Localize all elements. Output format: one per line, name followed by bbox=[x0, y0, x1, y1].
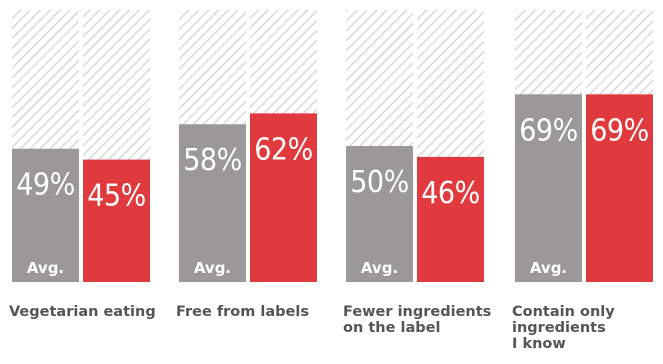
category-label-line: Contain only bbox=[512, 304, 615, 320]
bar-group: 50% 46% Avg. bbox=[346, 10, 484, 282]
category-label: Free from labels bbox=[176, 304, 309, 320]
category-label-line: Fewer ingredients bbox=[343, 304, 491, 320]
bar-avg bbox=[179, 124, 246, 283]
value-label-highlight: 46% bbox=[421, 176, 480, 211]
value-label-avg: 50% bbox=[350, 165, 409, 200]
value-label-highlight: 69% bbox=[590, 113, 649, 148]
bar-avg bbox=[515, 94, 582, 282]
value-label-highlight: 45% bbox=[87, 179, 146, 214]
bars-layer: 49% 45% Avg. 58% 62% Avg. 50% 46% Avg. 69% 69% Avg. bbox=[12, 10, 653, 283]
value-label-avg: 69% bbox=[519, 113, 578, 148]
value-label-avg: 49% bbox=[16, 168, 75, 203]
avg-label: Avg. bbox=[530, 259, 567, 277]
bar-avg bbox=[12, 148, 79, 282]
category-label-line: ingredients bbox=[512, 320, 606, 336]
category-label-line: Vegetarian eating bbox=[9, 304, 156, 320]
category-label: Fewer ingredients on the label bbox=[343, 304, 491, 336]
category-label-line: Free from labels bbox=[176, 304, 309, 320]
category-label: Contain only ingredients I know bbox=[512, 304, 615, 352]
category-label-line: I know bbox=[512, 336, 566, 352]
category-label: Vegetarian eating bbox=[9, 304, 156, 320]
avg-label: Avg. bbox=[194, 259, 231, 277]
bar-highlight bbox=[586, 94, 653, 282]
category-labels: Vegetarian eating Free from labels Fewer i… bbox=[9, 304, 615, 352]
bar-avg bbox=[346, 146, 413, 282]
bar-highlight bbox=[83, 159, 150, 282]
value-label-highlight: 62% bbox=[254, 132, 313, 167]
bar-group: 49% 45% Avg. bbox=[12, 10, 150, 282]
avg-label: Avg. bbox=[27, 259, 64, 277]
bar-group: 69% 69% Avg. bbox=[515, 10, 653, 282]
bar-highlight bbox=[417, 156, 484, 282]
category-label-line: on the label bbox=[343, 320, 440, 336]
bar-group: 58% 62% Avg. bbox=[179, 10, 317, 283]
bar-highlight bbox=[250, 113, 317, 282]
value-label-avg: 58% bbox=[183, 143, 242, 178]
avg-label: Avg. bbox=[361, 259, 398, 277]
